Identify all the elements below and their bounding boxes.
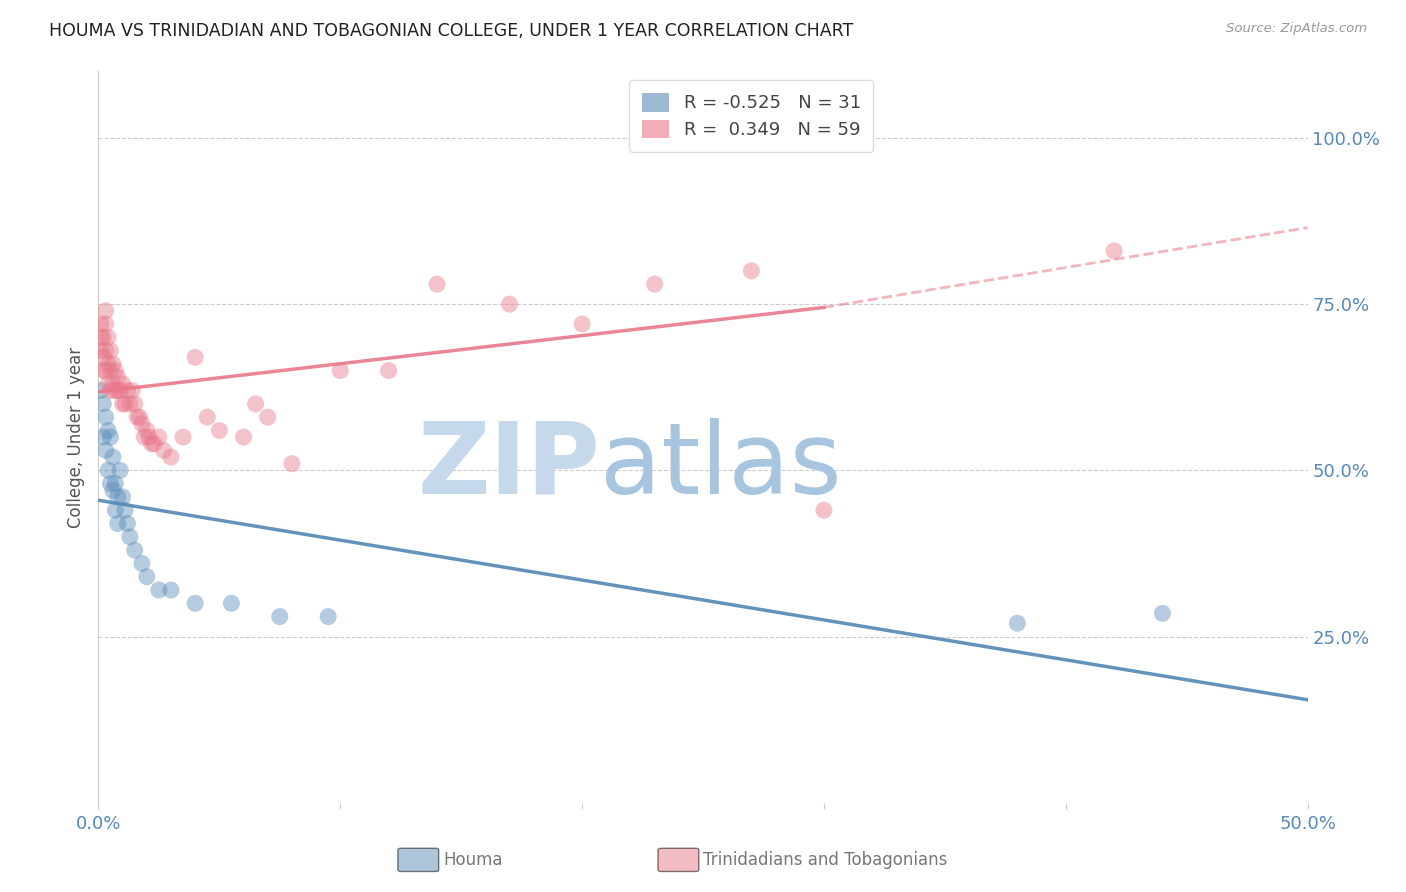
Point (131, 557, 153, 571)
Point (91, 351, 114, 365)
Text: Houma: Houma (443, 851, 502, 869)
Point (94, 317, 117, 331)
Point (107, 384, 129, 398)
Point (90, 343, 112, 358)
Point (124, 397, 146, 411)
Point (498, 297, 520, 311)
Point (184, 351, 207, 365)
Point (100, 476, 122, 491)
Text: atlas: atlas (600, 417, 842, 515)
Point (131, 417, 153, 431)
Point (1102, 244, 1125, 258)
Point (91, 430, 114, 444)
Point (208, 424, 231, 438)
Point (114, 503, 136, 517)
Point (813, 503, 835, 517)
Point (135, 570, 157, 584)
Point (172, 430, 194, 444)
Point (111, 376, 134, 391)
Point (97, 424, 120, 438)
Text: Trinidadians and Tobagonians: Trinidadians and Tobagonians (703, 851, 948, 869)
Point (245, 397, 267, 411)
Point (426, 277, 449, 292)
Point (91, 397, 114, 411)
Point (104, 363, 127, 377)
Point (1007, 616, 1029, 631)
Point (104, 384, 127, 398)
Point (124, 543, 146, 558)
Point (134, 430, 156, 444)
Point (1152, 607, 1174, 621)
Point (100, 384, 122, 398)
Point (107, 370, 129, 384)
Point (108, 384, 131, 398)
Point (141, 436, 163, 450)
Point (111, 397, 134, 411)
Point (94, 363, 117, 377)
Point (377, 363, 399, 377)
Point (281, 457, 304, 471)
Point (148, 430, 170, 444)
Point (107, 516, 129, 531)
Point (160, 450, 183, 464)
Y-axis label: College, Under 1 year: College, Under 1 year (67, 346, 86, 528)
Point (160, 582, 183, 597)
Point (108, 463, 131, 477)
Point (91, 363, 114, 377)
Text: Source: ZipAtlas.com: Source: ZipAtlas.com (1226, 22, 1367, 36)
Point (232, 430, 254, 444)
Point (90, 317, 112, 331)
Point (97, 357, 120, 371)
Text: HOUMA VS TRINIDADIAN AND TOBAGONIAN COLLEGE, UNDER 1 YEAR CORRELATION CHART: HOUMA VS TRINIDADIAN AND TOBAGONIAN COLL… (49, 22, 853, 40)
Point (256, 410, 278, 425)
Point (101, 357, 124, 371)
Point (101, 483, 124, 498)
Point (740, 264, 762, 278)
Point (101, 376, 124, 391)
Point (117, 516, 139, 531)
Legend: R = -0.525   N = 31, R =  0.349   N = 59: R = -0.525 N = 31, R = 0.349 N = 59 (630, 80, 873, 152)
Point (100, 430, 122, 444)
Point (329, 363, 352, 377)
Point (195, 410, 218, 425)
Point (94, 303, 117, 318)
Point (97, 330, 120, 344)
Point (138, 430, 160, 444)
Point (316, 609, 339, 624)
Point (644, 277, 666, 292)
Point (104, 476, 127, 491)
Point (143, 436, 166, 450)
Point (114, 397, 136, 411)
Point (152, 443, 174, 458)
Point (100, 343, 122, 358)
Point (135, 424, 157, 438)
Point (128, 410, 150, 425)
Point (118, 530, 141, 544)
Point (269, 609, 291, 624)
Point (221, 596, 243, 610)
Point (184, 596, 207, 610)
Point (100, 363, 122, 377)
Point (107, 490, 129, 504)
Point (104, 503, 127, 517)
Point (101, 450, 124, 464)
Point (571, 317, 593, 331)
Point (90, 330, 112, 344)
Point (94, 443, 117, 458)
Point (94, 410, 117, 425)
Point (97, 376, 120, 391)
Point (111, 490, 134, 504)
Point (1344, 191, 1367, 205)
Point (148, 582, 170, 597)
Point (94, 343, 117, 358)
Point (90, 384, 112, 398)
Text: ZIP: ZIP (418, 417, 600, 515)
Point (97, 463, 120, 477)
Point (117, 384, 139, 398)
Point (127, 410, 149, 425)
Point (121, 384, 143, 398)
Point (91, 330, 114, 344)
Point (118, 397, 141, 411)
